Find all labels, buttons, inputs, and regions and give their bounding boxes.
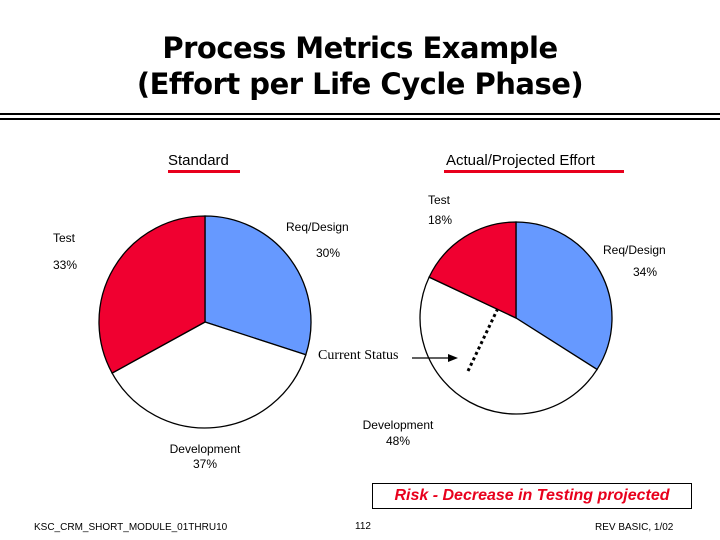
standard-label-req-design: Req/Design xyxy=(286,220,349,234)
footer-right: REV BASIC, 1/02 xyxy=(595,522,674,533)
actual-value-test: 18% xyxy=(428,213,453,227)
standard-heading-underline xyxy=(168,170,240,173)
actual-label-test: Test xyxy=(428,193,451,207)
actual-heading: Actual/Projected Effort xyxy=(446,152,595,169)
title-line-2: (Effort per Life Cycle Phase) xyxy=(136,67,584,101)
actual-value-development: 48% xyxy=(385,434,411,448)
standard-slice-test xyxy=(98,215,206,374)
standard-value-test: 33% xyxy=(53,258,78,272)
standard-pie xyxy=(98,215,312,429)
actual-slice-test xyxy=(428,221,517,320)
risk-note: Risk - Decrease in Testing projected xyxy=(372,483,692,509)
actual-value-req-design: 34% xyxy=(633,265,658,279)
footer-left: KSC_CRM_SHORT_MODULE_01THRU10 xyxy=(34,522,228,533)
divider-bottom xyxy=(0,118,720,120)
actual-pie xyxy=(419,221,613,415)
current-status-dotted-line xyxy=(466,305,501,372)
standard-value-development: 37% xyxy=(192,457,218,471)
divider-top xyxy=(0,113,720,115)
footer-page-number: 112 xyxy=(355,521,371,532)
current-status-arrow xyxy=(412,354,458,362)
title-line-1: Process Metrics Example xyxy=(162,31,558,65)
standard-label-test: Test xyxy=(53,231,76,245)
actual-label-development: Development xyxy=(362,418,434,432)
standard-label-development: Development xyxy=(169,442,241,456)
actual-heading-underline xyxy=(444,170,624,173)
standard-heading: Standard xyxy=(168,152,229,169)
standard-slice-req-design xyxy=(204,215,312,356)
actual-label-req-design: Req/Design xyxy=(603,243,666,257)
actual-slice-development xyxy=(419,276,598,415)
current-status-annotation: Current Status xyxy=(318,348,399,363)
standard-slice-development xyxy=(111,321,307,429)
standard-value-req-design: 30% xyxy=(316,246,341,260)
